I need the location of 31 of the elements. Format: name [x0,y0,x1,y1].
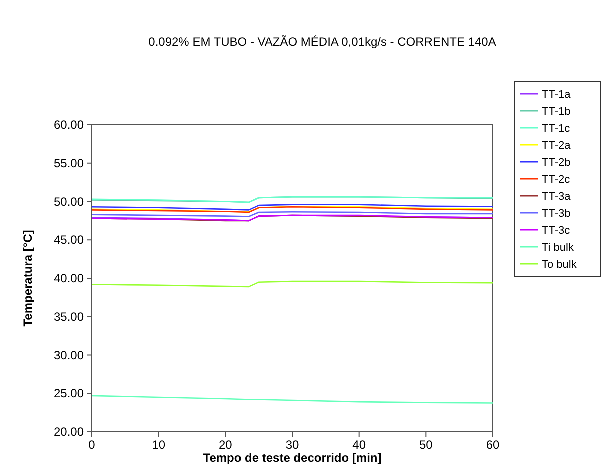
y-tick-label: 20.00 [54,425,84,439]
legend-label: TT-2b [542,157,571,169]
y-tick-label: 60.00 [54,118,84,132]
y-tick-label: 55.00 [54,156,84,170]
legend-label: TT-3c [542,225,571,237]
legend-label: TT-1a [542,89,572,101]
y-tick-label: 40.00 [54,272,84,286]
y-tick-label: 50.00 [54,194,84,209]
chart-title: 0.092% EM TUBO - VAZÃO MÉDIA 0,01kg/s - CORRENTE 140A [148,35,496,49]
y-tick-label: 45.00 [54,233,84,248]
x-axis-title: Tempo de teste decorrido [min] [203,451,382,465]
legend-label: To bulk [542,259,578,271]
legend-label: TT-3b [542,208,571,220]
legend-label: TT-1c [542,123,571,135]
x-tick-label: 60 [486,438,500,452]
y-tick-label: 35.00 [54,310,84,324]
x-tick-label: 40 [352,438,366,452]
y-tick-label: 25.00 [54,386,84,401]
x-tick-label: 20 [218,438,233,452]
legend-label: TT-1b [542,106,571,118]
legend-label: TT-3a [542,191,572,203]
legend-label: TT-2c [542,174,571,186]
x-tick-label: 50 [419,438,434,452]
legend-label: Ti bulk [542,242,574,254]
x-tick-label: 30 [286,438,300,452]
y-axis-title: Temperatura [°C] [21,230,35,327]
x-tick-label: 0 [88,438,96,452]
line-series [91,395,494,404]
legend-label: TT-2a [542,140,572,152]
y-tick-label: 30.00 [54,348,84,362]
x-tick-label: 10 [152,438,166,452]
